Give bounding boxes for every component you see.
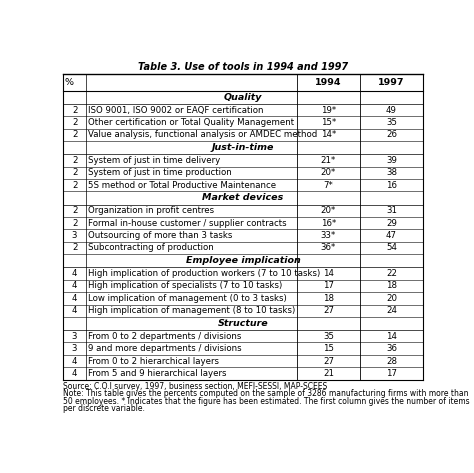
Text: 2: 2 [72,219,77,228]
Text: 18: 18 [386,281,397,290]
Text: Structure: Structure [218,319,268,328]
Text: 28: 28 [386,357,397,366]
Text: 1997: 1997 [378,78,405,87]
Text: 14: 14 [386,332,397,341]
Text: 2: 2 [72,105,77,114]
Text: 27: 27 [323,357,334,366]
Text: 15: 15 [323,344,334,353]
Text: 16*: 16* [321,219,336,228]
Text: 4: 4 [72,281,77,290]
Text: 26: 26 [386,131,397,140]
Text: Note: This table gives the percents computed on the sample of 3286 manufacturing: Note: This table gives the percents comp… [63,389,468,398]
Text: 29: 29 [386,219,397,228]
Text: 35: 35 [386,118,397,127]
Text: 50 employees. * Indicates that the figure has been estimated. The first column g: 50 employees. * Indicates that the figur… [63,397,470,406]
Text: Market devices: Market devices [202,193,283,202]
Text: High implication of management (8 to 10 tasks): High implication of management (8 to 10 … [88,306,295,315]
Text: 33*: 33* [321,231,336,240]
Text: 36*: 36* [321,244,336,253]
Text: 2: 2 [72,168,77,177]
Text: 4: 4 [72,369,77,378]
Text: 4: 4 [72,269,77,278]
Text: 22: 22 [386,269,397,278]
Text: Organization in profit centres: Organization in profit centres [88,206,214,215]
Text: 49: 49 [386,105,397,114]
Text: 21*: 21* [321,156,336,165]
Text: 24: 24 [386,306,397,315]
Text: Low implication of management (0 to 3 tasks): Low implication of management (0 to 3 ta… [88,294,287,303]
Text: High implication of specialists (7 to 10 tasks): High implication of specialists (7 to 10… [88,281,283,290]
Text: per discrete variable.: per discrete variable. [63,404,145,413]
Text: 47: 47 [386,231,397,240]
Text: 38: 38 [386,168,397,177]
Text: 1994: 1994 [315,78,342,87]
Text: Employee implication: Employee implication [185,256,301,265]
Text: 3: 3 [72,344,77,353]
Text: 39: 39 [386,156,397,165]
Text: System of just in time production: System of just in time production [88,168,232,177]
Text: 2: 2 [72,181,77,190]
Text: 20*: 20* [321,168,336,177]
Text: 15*: 15* [321,118,336,127]
Text: Just-in-time: Just-in-time [212,143,274,152]
Text: 19*: 19* [321,105,336,114]
Text: 5S method or Total Productive Maintenance: 5S method or Total Productive Maintenanc… [88,181,276,190]
Text: From 0 to 2 departments / divisions: From 0 to 2 departments / divisions [88,332,242,341]
Text: High implication of production workers (7 to 10 tasks): High implication of production workers (… [88,269,320,278]
Text: 36: 36 [386,344,397,353]
Text: Value analysis, functional analysis or AMDEC method: Value analysis, functional analysis or A… [88,131,318,140]
Text: 9 and more departments / divisions: 9 and more departments / divisions [88,344,242,353]
Text: 20*: 20* [321,206,336,215]
Text: 31: 31 [386,206,397,215]
Text: 2: 2 [72,244,77,253]
Text: Other certification or Total Quality Management: Other certification or Total Quality Man… [88,118,294,127]
Text: 4: 4 [72,294,77,303]
Text: 2: 2 [72,156,77,165]
Text: 2: 2 [72,118,77,127]
Text: 3: 3 [72,332,77,341]
Text: 7*: 7* [324,181,333,190]
Text: Subcontracting of production: Subcontracting of production [88,244,214,253]
Text: Source: C.O.I survey, 1997, business section, MEFI-SESSI, MAP-SCEES: Source: C.O.I survey, 1997, business sec… [63,382,327,391]
Text: Outsourcing of more than 3 tasks: Outsourcing of more than 3 tasks [88,231,233,240]
Text: 27: 27 [323,306,334,315]
Text: 4: 4 [72,357,77,366]
Text: From 5 and 9 hierarchical layers: From 5 and 9 hierarchical layers [88,369,227,378]
Text: ISO 9001, ISO 9002 or EAQF certification: ISO 9001, ISO 9002 or EAQF certification [88,105,264,114]
Text: 17: 17 [323,281,334,290]
Text: Quality: Quality [224,93,262,102]
Text: 2: 2 [72,206,77,215]
Text: 4: 4 [72,306,77,315]
Text: 18: 18 [323,294,334,303]
Text: %: % [64,78,73,87]
Text: 16: 16 [386,181,397,190]
Text: 35: 35 [323,332,334,341]
Text: 14*: 14* [321,131,336,140]
Text: From 0 to 2 hierarchical layers: From 0 to 2 hierarchical layers [88,357,219,366]
Text: 54: 54 [386,244,397,253]
Text: System of just in time delivery: System of just in time delivery [88,156,220,165]
Text: 14: 14 [323,269,334,278]
Text: 21: 21 [323,369,334,378]
Text: Table 3. Use of tools in 1994 and 1997: Table 3. Use of tools in 1994 and 1997 [138,62,348,72]
Text: Formal in-house customer / supplier contracts: Formal in-house customer / supplier cont… [88,219,287,228]
Text: 3: 3 [72,231,77,240]
Text: 2: 2 [72,131,77,140]
Text: 20: 20 [386,294,397,303]
Text: 17: 17 [386,369,397,378]
